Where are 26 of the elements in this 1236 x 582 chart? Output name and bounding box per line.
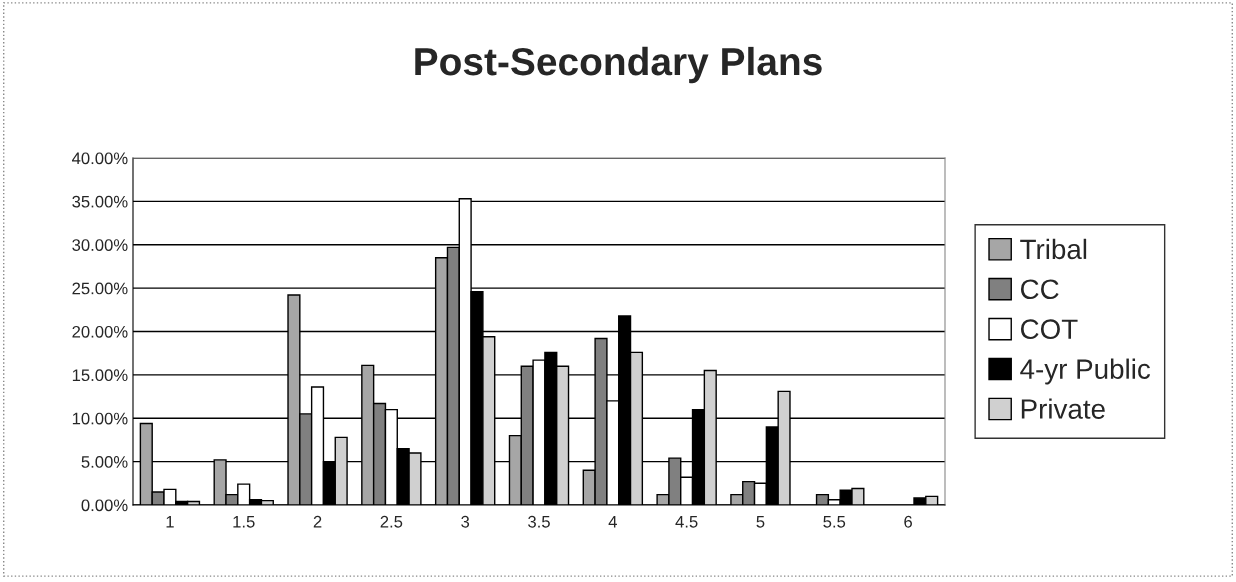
legend-label: 4-yr Public xyxy=(1020,358,1151,385)
y-tick-label: 5.00% xyxy=(81,456,128,468)
y-tick-label: 0.00% xyxy=(81,499,128,512)
x-tick-label: 1.5 xyxy=(233,516,255,528)
y-tick-label: 25.00% xyxy=(72,282,128,295)
legend-label: CC xyxy=(1020,279,1059,300)
y-tick-label: 15.00% xyxy=(72,369,128,382)
y-tick-label: 40.00% xyxy=(72,152,128,165)
x-tick-label: 2.5 xyxy=(380,515,403,528)
x-tick-label: 5 xyxy=(756,516,765,528)
x-tick-label: 2 xyxy=(313,515,322,528)
x-tick-label: 6 xyxy=(904,515,912,528)
x-tick-label: 1 xyxy=(166,516,174,528)
x-tick-label: 5.5 xyxy=(823,516,846,528)
y-tick-label: 35.00% xyxy=(72,195,128,208)
y-tick-label: 30.00% xyxy=(72,239,128,251)
x-tick-label: 4.5 xyxy=(675,516,698,528)
chart-title: Post-Secondary Plans xyxy=(415,46,822,84)
legend-label: COT xyxy=(1020,319,1078,340)
legend-label: Tribal xyxy=(1020,238,1087,260)
legend-label: Private xyxy=(1021,398,1105,419)
y-tick-label: 10.00% xyxy=(72,412,128,425)
x-tick-label: 3 xyxy=(461,515,470,528)
x-tick-label: 3.5 xyxy=(528,515,550,528)
x-tick-label: 4 xyxy=(608,516,617,528)
y-tick-label: 20.00% xyxy=(72,325,128,338)
